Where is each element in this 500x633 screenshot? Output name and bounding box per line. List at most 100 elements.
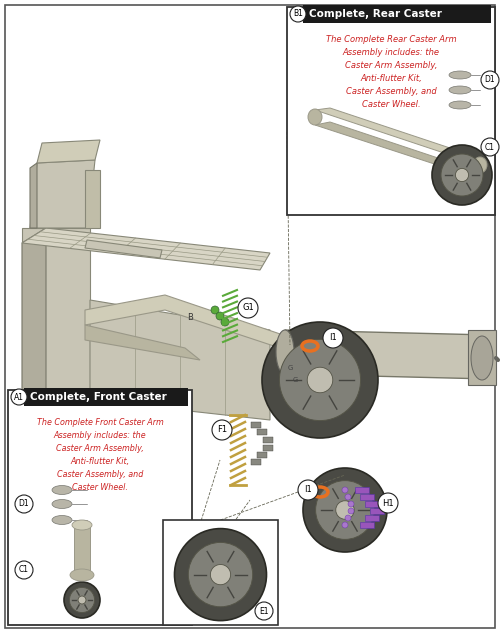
Text: D1: D1 [484, 75, 496, 84]
Circle shape [255, 602, 273, 620]
Circle shape [290, 6, 306, 22]
Circle shape [216, 312, 224, 320]
Circle shape [441, 154, 483, 196]
Circle shape [481, 138, 499, 156]
Text: G1: G1 [242, 303, 254, 313]
Ellipse shape [276, 330, 294, 374]
Circle shape [307, 367, 333, 392]
Bar [163, 520, 278, 625]
Text: I1: I1 [329, 334, 337, 342]
Circle shape [174, 529, 266, 620]
Text: I1: I1 [304, 486, 312, 494]
Bar [24, 388, 188, 406]
Text: C1: C1 [19, 565, 29, 575]
Bar [365, 501, 379, 507]
Text: B: B [187, 313, 193, 322]
Text: B1: B1 [293, 9, 303, 18]
Polygon shape [30, 160, 95, 228]
Text: The Complete Front Caster Arm: The Complete Front Caster Arm [36, 418, 164, 427]
Text: G: G [288, 365, 292, 371]
Circle shape [221, 318, 229, 326]
Circle shape [345, 494, 351, 500]
Text: Caster Arm Assembly,: Caster Arm Assembly, [345, 61, 437, 70]
Polygon shape [85, 170, 100, 228]
Bar [468, 330, 496, 385]
Polygon shape [85, 240, 162, 258]
Bar [303, 5, 491, 23]
Bar [360, 522, 374, 528]
Circle shape [378, 493, 398, 513]
Circle shape [303, 468, 387, 552]
Text: C1: C1 [485, 142, 495, 151]
Ellipse shape [449, 101, 471, 109]
Polygon shape [22, 228, 90, 420]
Circle shape [15, 495, 33, 513]
Polygon shape [74, 525, 90, 575]
Polygon shape [285, 330, 490, 379]
Bar [263, 445, 273, 451]
Circle shape [456, 168, 468, 182]
Bar [257, 452, 267, 458]
Polygon shape [90, 300, 270, 420]
Bar [257, 429, 267, 435]
Ellipse shape [449, 86, 471, 94]
Text: Assembly includes: the: Assembly includes: the [54, 431, 146, 440]
Text: Caster Arm Assembly,: Caster Arm Assembly, [56, 444, 144, 453]
Text: A1: A1 [14, 392, 24, 401]
Ellipse shape [471, 336, 493, 380]
Text: Caster Assembly, and: Caster Assembly, and [57, 470, 143, 479]
Ellipse shape [52, 486, 72, 494]
Bar [263, 437, 273, 443]
Text: Caster Wheel.: Caster Wheel. [72, 483, 128, 492]
Circle shape [188, 542, 252, 607]
Text: The Complete Rear Caster Arm: The Complete Rear Caster Arm [326, 35, 456, 44]
Circle shape [210, 565, 231, 585]
Circle shape [342, 522, 348, 528]
Bar [287, 7, 495, 215]
Text: H1: H1 [382, 499, 394, 508]
Polygon shape [22, 228, 270, 270]
Text: Assembly includes: the: Assembly includes: the [342, 48, 440, 57]
Circle shape [342, 487, 348, 493]
Bar [360, 494, 374, 500]
Text: D1: D1 [18, 499, 30, 508]
Polygon shape [22, 228, 46, 420]
Circle shape [298, 480, 318, 500]
Bar [8, 390, 192, 625]
Circle shape [345, 515, 351, 521]
Circle shape [262, 322, 378, 438]
Circle shape [323, 328, 343, 348]
Text: F1: F1 [217, 425, 227, 434]
Ellipse shape [308, 109, 322, 125]
Bar [251, 459, 261, 465]
Circle shape [238, 298, 258, 318]
Circle shape [316, 480, 374, 539]
Text: Caster Assembly, and: Caster Assembly, and [346, 87, 436, 96]
Bar [365, 515, 379, 521]
Ellipse shape [449, 71, 471, 79]
Bar [370, 508, 384, 514]
Bar [355, 487, 369, 493]
Polygon shape [30, 163, 37, 228]
Circle shape [212, 420, 232, 440]
Circle shape [432, 145, 492, 205]
Polygon shape [37, 140, 100, 163]
Circle shape [15, 561, 33, 579]
Ellipse shape [70, 569, 94, 581]
Circle shape [64, 582, 100, 618]
Polygon shape [315, 122, 480, 174]
Text: Complete, Rear Caster: Complete, Rear Caster [309, 9, 442, 19]
Text: Caster Wheel.: Caster Wheel. [362, 100, 420, 109]
Circle shape [211, 306, 219, 314]
Polygon shape [85, 295, 292, 360]
Circle shape [280, 339, 360, 420]
Circle shape [70, 587, 94, 613]
Polygon shape [85, 325, 200, 360]
Circle shape [481, 71, 499, 89]
Ellipse shape [52, 515, 72, 525]
Circle shape [336, 501, 354, 519]
Ellipse shape [473, 157, 487, 173]
Polygon shape [315, 108, 480, 160]
Circle shape [78, 596, 86, 604]
Text: E1: E1 [259, 606, 269, 615]
